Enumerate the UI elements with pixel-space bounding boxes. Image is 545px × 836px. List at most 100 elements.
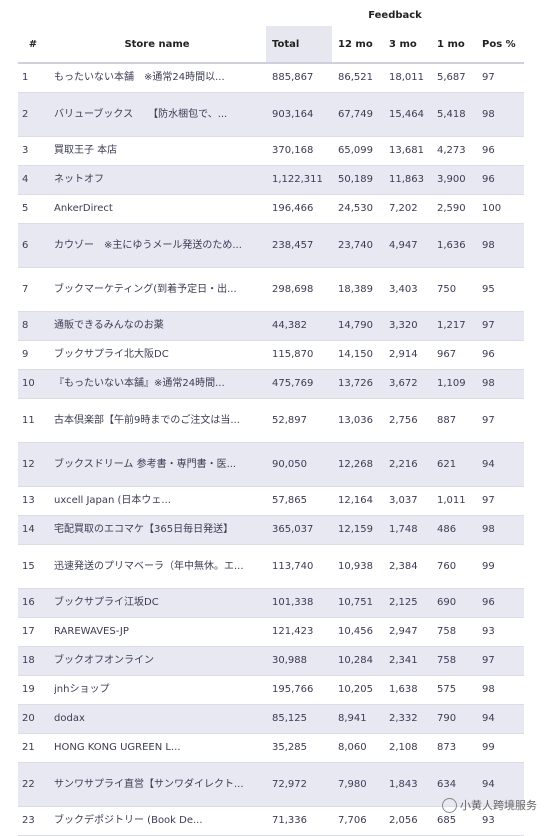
table-row[interactable]: 7 ブックマーケティング(到着予定日・出... 298,698 18,389 3,403…	[18, 267, 525, 311]
store-name-cell[interactable]: uxcell Japan (日本ウェ...	[48, 486, 266, 515]
store-name-cell[interactable]: HONG KONG UGREEN L...	[48, 733, 266, 762]
store-name-cell[interactable]: ブックデポジトリー (Book De...	[48, 806, 266, 835]
total-cell: 57,865	[272, 495, 307, 506]
table-row[interactable]: 19 jnhショップ 195,766 10,205 1,638 575 98	[18, 675, 525, 704]
store-name-text: uxcell Japan (日本ウェ...	[54, 495, 171, 506]
store-name-cell[interactable]: ブックスドリーム 参考書・専門書・医...	[48, 442, 266, 486]
table-row[interactable]: 22 サンワサプライ直営【サンワダイレクト... 72,972 7,980 1,843 6…	[18, 762, 525, 806]
table-row[interactable]: 17 RAREWAVES-JP 121,423 10,456 2,947 758 93	[18, 617, 525, 646]
store-name-cell[interactable]: 通販できるみんなのお薬	[48, 311, 266, 340]
store-name-cell[interactable]: ブックオフオンライン	[48, 646, 266, 675]
rank-cell: 2	[22, 108, 29, 120]
store-name-cell[interactable]: AnkerDirect	[48, 194, 266, 223]
col-header-rank[interactable]: #	[18, 26, 48, 64]
store-name-text: 買取王子 本店	[54, 145, 118, 156]
3mo-cell: 1,843	[389, 778, 418, 790]
12mo-cell: 10,938	[338, 560, 373, 572]
table-row[interactable]: 4 ネットオフ 1,122,311 50,189 11,863 3,900 96	[18, 165, 525, 194]
total-cell: 903,164	[272, 108, 314, 120]
3mo-cell: 3,403	[389, 283, 418, 295]
table-body: 1 もったいない本舗 ※通常24時間以... 885,867 86,521 18,011…	[18, 63, 525, 835]
1mo-cell: 634	[437, 778, 457, 790]
pos-percent-cell: 97	[482, 655, 495, 666]
total-cell: 1,122,311	[272, 174, 323, 185]
rank-cell: 14	[22, 524, 35, 535]
3mo-cell: 11,863	[389, 174, 424, 185]
store-name-cell[interactable]: RAREWAVES-JP	[48, 617, 266, 646]
3mo-cell: 3,037	[389, 495, 418, 506]
12mo-cell: 12,164	[338, 495, 373, 506]
store-name-cell[interactable]: dodax	[48, 704, 266, 733]
total-cell: 121,423	[272, 626, 314, 637]
total-cell: 90,050	[272, 458, 307, 470]
total-cell: 35,285	[272, 742, 307, 753]
table-row[interactable]: 18 ブックオフオンライン 30,988 10,284 2,341 758 97	[18, 646, 525, 675]
store-name-cell[interactable]: バリューブックス 【防水梱包で、...	[48, 92, 266, 136]
table-row[interactable]: 3 買取王子 本店 370,168 65,099 13,681 4,273 96	[18, 136, 525, 165]
total-cell: 475,769	[272, 378, 314, 389]
total-cell: 196,466	[272, 203, 314, 214]
table-row[interactable]: 15 迅速発送のプリマベーラ（年中無休。エ... 113,740 10,938 2,38…	[18, 544, 525, 588]
table-row[interactable]: 11 古本倶楽部【午前9時までのご注文は当... 52,897 13,036 2,756…	[18, 398, 525, 442]
1mo-cell: 1,109	[437, 378, 466, 389]
store-name-cell[interactable]: 『もったいない本舗』※通常24時間...	[48, 369, 266, 398]
total-cell: 298,698	[272, 283, 314, 295]
col-header-total[interactable]: Total	[266, 26, 332, 64]
total-cell: 370,168	[272, 145, 314, 156]
table-row[interactable]: 10 『もったいない本舗』※通常24時間... 475,769 13,726 3,672…	[18, 369, 525, 398]
table-row[interactable]: 6 カウゾー ※主にゆうメール発送のため... 238,457 23,740 4,947…	[18, 223, 525, 267]
table-row[interactable]: 14 宅配買取のエコマケ【365日毎日発送】 365,037 12,159 1,748 4…	[18, 515, 525, 544]
store-name-cell[interactable]: 古本倶楽部【午前9時までのご注文は当...	[48, 398, 266, 442]
pos-percent-cell: 97	[482, 495, 495, 506]
table-row[interactable]: 21 HONG KONG UGREEN L... 35,285 8,060 2,108 8…	[18, 733, 525, 762]
store-name-cell[interactable]: カウゾー ※主にゆうメール発送のため...	[48, 223, 266, 267]
table-row[interactable]: 16 ブックサプライ江坂DC 101,338 10,751 2,125 690 96	[18, 588, 525, 617]
table-row[interactable]: 2 バリューブックス 【防水梱包で、... 903,164 67,749 15,464 5…	[18, 92, 525, 136]
store-name-cell[interactable]: 迅速発送のプリマベーラ（年中無休。エ...	[48, 544, 266, 588]
total-cell: 44,382	[272, 320, 307, 331]
table-row[interactable]: 8 通販できるみんなのお薬 44,382 14,790 3,320 1,217 97	[18, 311, 525, 340]
col-header-pos-percent[interactable]: Pos %	[476, 26, 525, 64]
store-name-cell[interactable]: 宅配買取のエコマケ【365日毎日発送】	[48, 515, 266, 544]
store-name-cell[interactable]: サンワサプライ直営【サンワダイレクト...	[48, 762, 266, 806]
1mo-cell: 1,011	[437, 495, 466, 506]
pos-percent-cell: 100	[482, 203, 502, 214]
1mo-cell: 4,273	[437, 145, 466, 156]
12mo-cell: 10,284	[338, 655, 373, 666]
3mo-cell: 2,108	[389, 742, 418, 753]
store-name-text: カウゾー ※主にゆうメール発送のため...	[54, 239, 242, 251]
table-row[interactable]: 5 AnkerDirect 196,466 24,530 7,202 2,590 100	[18, 194, 525, 223]
store-name-cell[interactable]: ネットオフ	[48, 165, 266, 194]
12mo-cell: 12,159	[338, 524, 373, 535]
12mo-cell: 7,980	[338, 778, 367, 790]
3mo-cell: 18,011	[389, 72, 424, 84]
1mo-cell: 967	[437, 349, 457, 360]
store-name-text: ブックサプライ江坂DC	[54, 597, 159, 608]
col-header-12mo[interactable]: 12 mo	[332, 26, 383, 64]
store-name-text: 『もったいない本舗』※通常24時間...	[54, 378, 225, 389]
store-name-cell[interactable]: 買取王子 本店	[48, 136, 266, 165]
pos-percent-cell: 98	[482, 684, 495, 695]
table-row[interactable]: 1 もったいない本舗 ※通常24時間以... 885,867 86,521 18,011…	[18, 63, 525, 92]
store-name-text: ブックスドリーム 参考書・専門書・医...	[54, 458, 237, 470]
store-name-cell[interactable]: ブックサプライ江坂DC	[48, 588, 266, 617]
col-header-store-name[interactable]: Store name	[48, 26, 266, 64]
store-name-cell[interactable]: ブックマーケティング(到着予定日・出...	[48, 267, 266, 311]
table-row[interactable]: 20 dodax 85,125 8,941 2,332 790 94	[18, 704, 525, 733]
col-header-1mo[interactable]: 1 mo	[431, 26, 476, 64]
table-row[interactable]: 13 uxcell Japan (日本ウェ... 57,865 12,164 3,037…	[18, 486, 525, 515]
pos-percent-cell: 93	[482, 626, 495, 637]
table-row[interactable]: 9 ブックサプライ北大阪DC 115,870 14,150 2,914 967 96	[18, 340, 525, 369]
store-name-cell[interactable]: jnhショップ	[48, 675, 266, 704]
3mo-cell: 3,320	[389, 320, 418, 331]
1mo-cell: 873	[437, 742, 457, 753]
total-cell: 71,336	[272, 815, 307, 826]
rank-cell: 17	[22, 626, 35, 637]
rank-cell: 1	[22, 72, 29, 84]
12mo-cell: 14,790	[338, 320, 373, 331]
pos-percent-cell: 96	[482, 174, 495, 185]
store-name-cell[interactable]: もったいない本舗 ※通常24時間以...	[48, 63, 266, 92]
store-name-cell[interactable]: ブックサプライ北大阪DC	[48, 340, 266, 369]
table-row[interactable]: 12 ブックスドリーム 参考書・専門書・医... 90,050 12,268 2,216…	[18, 442, 525, 486]
col-header-3mo[interactable]: 3 mo	[383, 26, 431, 64]
